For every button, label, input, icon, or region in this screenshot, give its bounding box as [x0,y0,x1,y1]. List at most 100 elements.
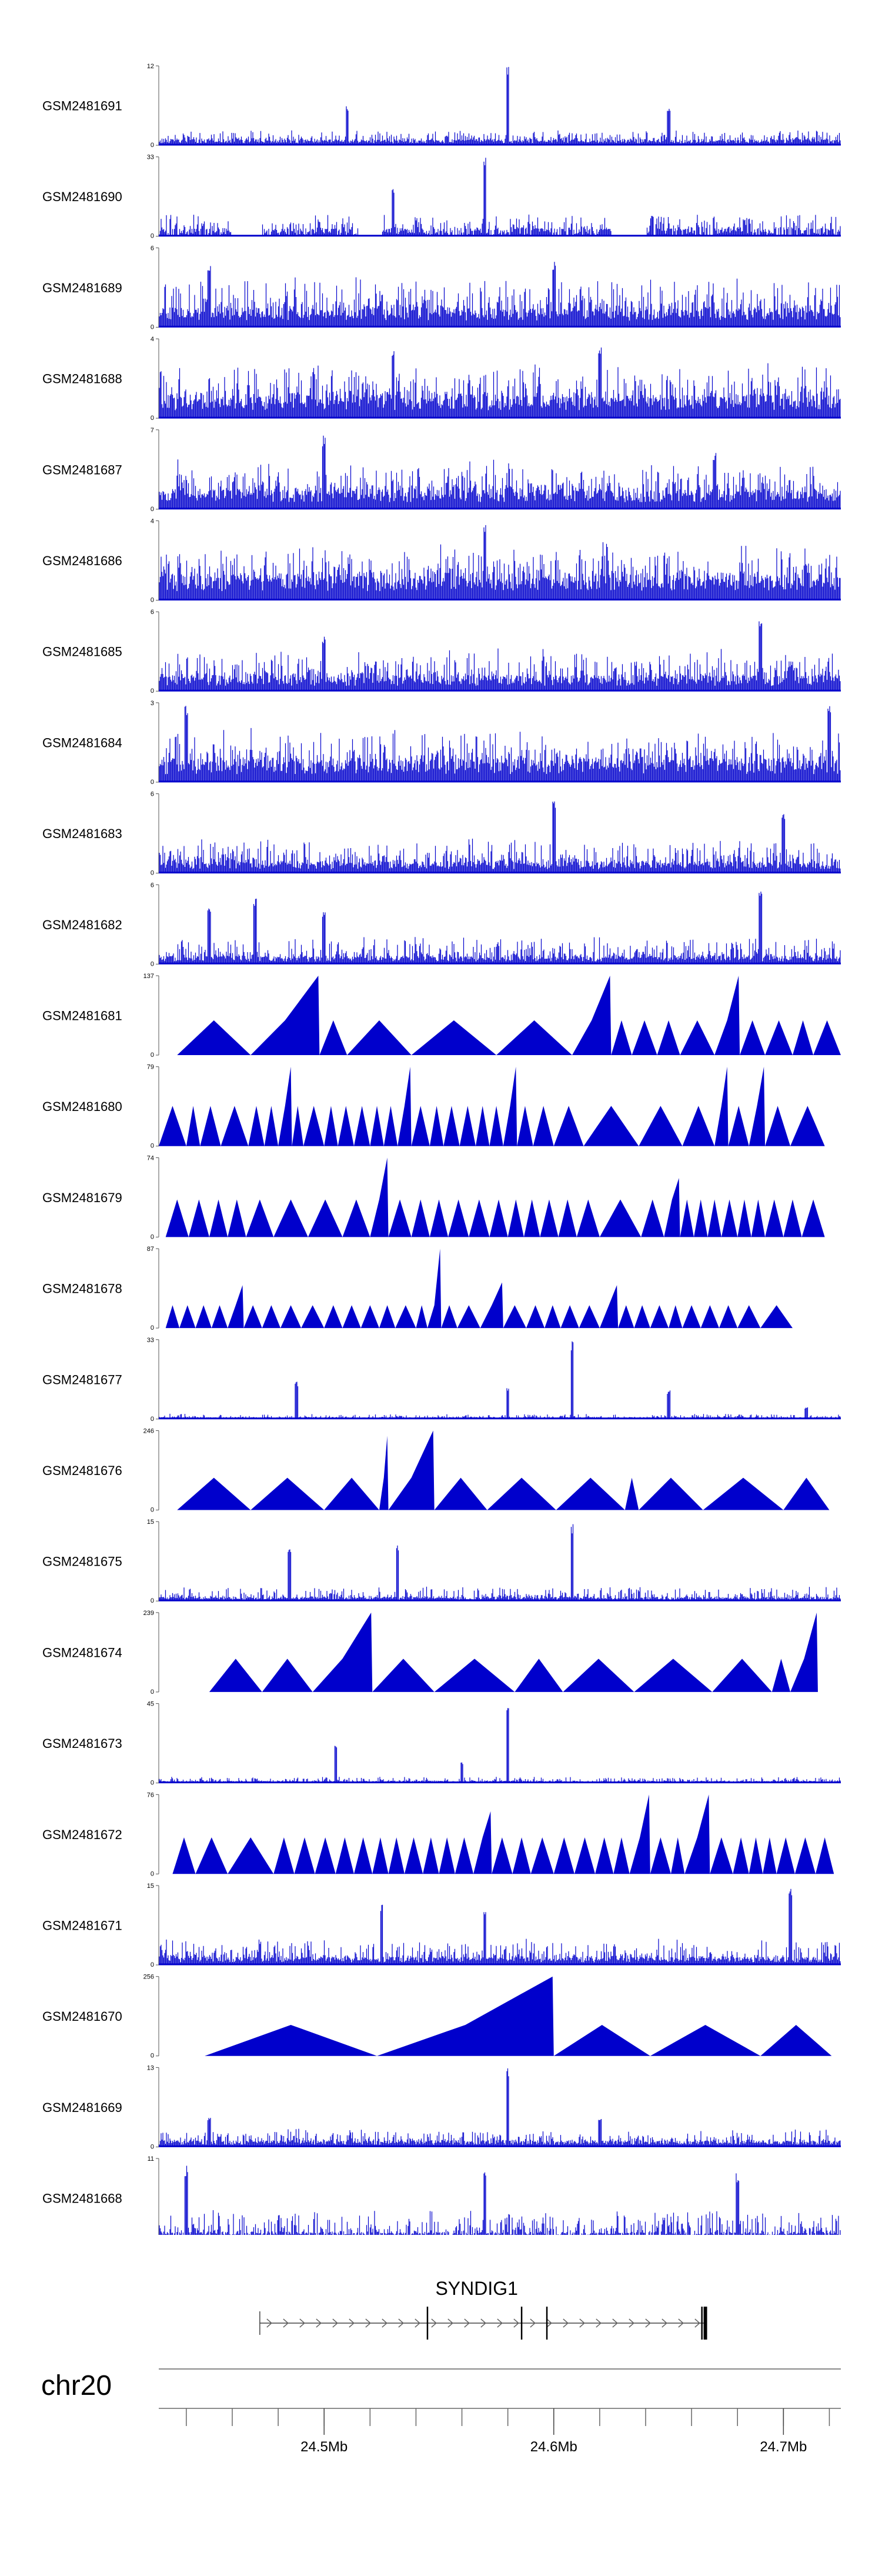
coverage-triangle [370,1106,384,1146]
y-min-label: 0 [151,1689,154,1696]
coverage-triangle [388,1430,435,1510]
chromosome-label: chr20 [41,2370,112,2401]
coverage-triangle [243,1305,262,1329]
coverage-triangle [347,1020,412,1055]
y-min-label: 0 [151,1143,154,1150]
track-gsm2481689: GSM2481689 6 0 [42,245,841,331]
coverage-triangle [427,1249,442,1329]
track-gsm2481676: GSM2481676 246 0 [42,1428,830,1514]
coverage-triangle [700,1305,719,1329]
y-min-label: 0 [151,1870,154,1877]
strand-arrow [332,2318,338,2328]
coverage-triangle [250,1477,325,1510]
strand-arrow [415,2318,420,2328]
coverage-triangle [404,1837,423,1874]
y-max-label: 246 [143,1428,154,1435]
coverage-triangle [813,1020,841,1055]
track-gsm2481670: GSM2481670 256 0 [42,1974,832,2060]
coverage-triangle [572,976,612,1055]
y-max-label: 6 [151,245,154,252]
coverage-triangle [599,1285,619,1329]
track-label: GSM2481686 [42,553,122,568]
y-max-label: 45 [147,1701,154,1708]
y-min-label: 0 [151,506,154,513]
coverage-triangle [553,1106,584,1146]
strand-arrow [629,2318,634,2328]
y-min-label: 0 [151,415,154,422]
coverage-bars [159,158,841,236]
coverage-triangle [395,1305,416,1329]
coverage-triangle [634,1659,713,1692]
coverage-triangle [264,1106,279,1146]
coverage-triangle [650,1837,671,1874]
coverage-triangle [544,1305,561,1329]
coverage-bars [159,1888,841,1965]
coverage-triangle [507,1199,524,1237]
strand-arrow [513,2318,519,2328]
coverage-triangle [179,1305,196,1329]
y-min-label: 0 [151,1416,154,1423]
strand-arrow [596,2318,602,2328]
track-label: GSM2481670 [42,2009,122,2024]
coverage-triangle [480,1282,503,1329]
gene-annotation-track: SYNDIG1 [259,2278,707,2340]
track-gsm2481683: GSM2481683 6 0 [42,791,841,877]
coverage-triangle [443,1106,460,1146]
coverage-triangle [416,1305,427,1329]
track-label: GSM2481676 [42,1463,122,1478]
track-gsm2481672: GSM2481672 76 0 [42,1791,834,1877]
coverage-triangle [765,1106,791,1146]
coverage-triangle [749,1066,766,1146]
coverage-bars [159,525,841,600]
coverage-triangle [250,976,320,1055]
coverage-triangle [576,1199,600,1237]
y-max-label: 15 [147,1519,154,1526]
track-gsm2481671: GSM2481671 15 0 [42,1883,841,1968]
coverage-triangle [783,1477,830,1510]
y-min-label: 0 [151,870,154,877]
strand-arrow [546,2318,552,2328]
track-label: GSM2481680 [42,1099,122,1114]
coverage-bars [159,706,841,782]
coverage-triangle [632,1020,657,1055]
coverage-triangle [308,1199,343,1237]
y-min-label: 0 [151,2143,154,2150]
coverage-triangle [324,1477,379,1510]
coverage-triangle [411,1020,497,1055]
coverage-triangle [434,1659,515,1692]
coverage-triangle [517,1106,533,1146]
y-max-label: 74 [147,1154,154,1162]
coverage-triangle [228,1199,246,1237]
coverage-triangle [342,1199,370,1237]
coverage-triangle [664,1178,680,1237]
coverage-bars [159,1341,841,1419]
strand-arrow [365,2318,371,2328]
coverage-triangle [177,1477,251,1510]
coverage-triangle [159,1106,186,1146]
coverage-triangle [195,1837,228,1874]
coverage-triangle [211,1305,228,1329]
coverage-triangle [763,1837,777,1874]
coverage-triangle [790,1106,825,1146]
y-max-label: 3 [151,700,154,707]
coverage-triangle [611,1020,632,1055]
y-max-label: 12 [147,63,154,70]
coverage-triangle [455,1837,474,1874]
track-gsm2481684: GSM2481684 3 0 [42,700,841,786]
coverage-triangle [703,1477,784,1510]
coverage-triangle [512,1837,531,1874]
coverage-triangle [434,1477,487,1510]
track-label: GSM2481689 [42,281,122,295]
coverage-triangle [324,1106,338,1146]
y-max-label: 239 [143,1610,154,1617]
coverage-triangle [783,1199,802,1237]
coverage-triangle [370,1157,389,1237]
coverage-triangle [411,1199,430,1237]
coverage-triangle [273,1837,295,1874]
y-min-label: 0 [151,1597,154,1604]
strand-arrow [678,2318,684,2328]
coverage-triangle [338,1106,354,1146]
coverage-triangle [195,1305,212,1329]
y-min-label: 0 [151,597,154,604]
coverage-triangle [765,1199,784,1237]
